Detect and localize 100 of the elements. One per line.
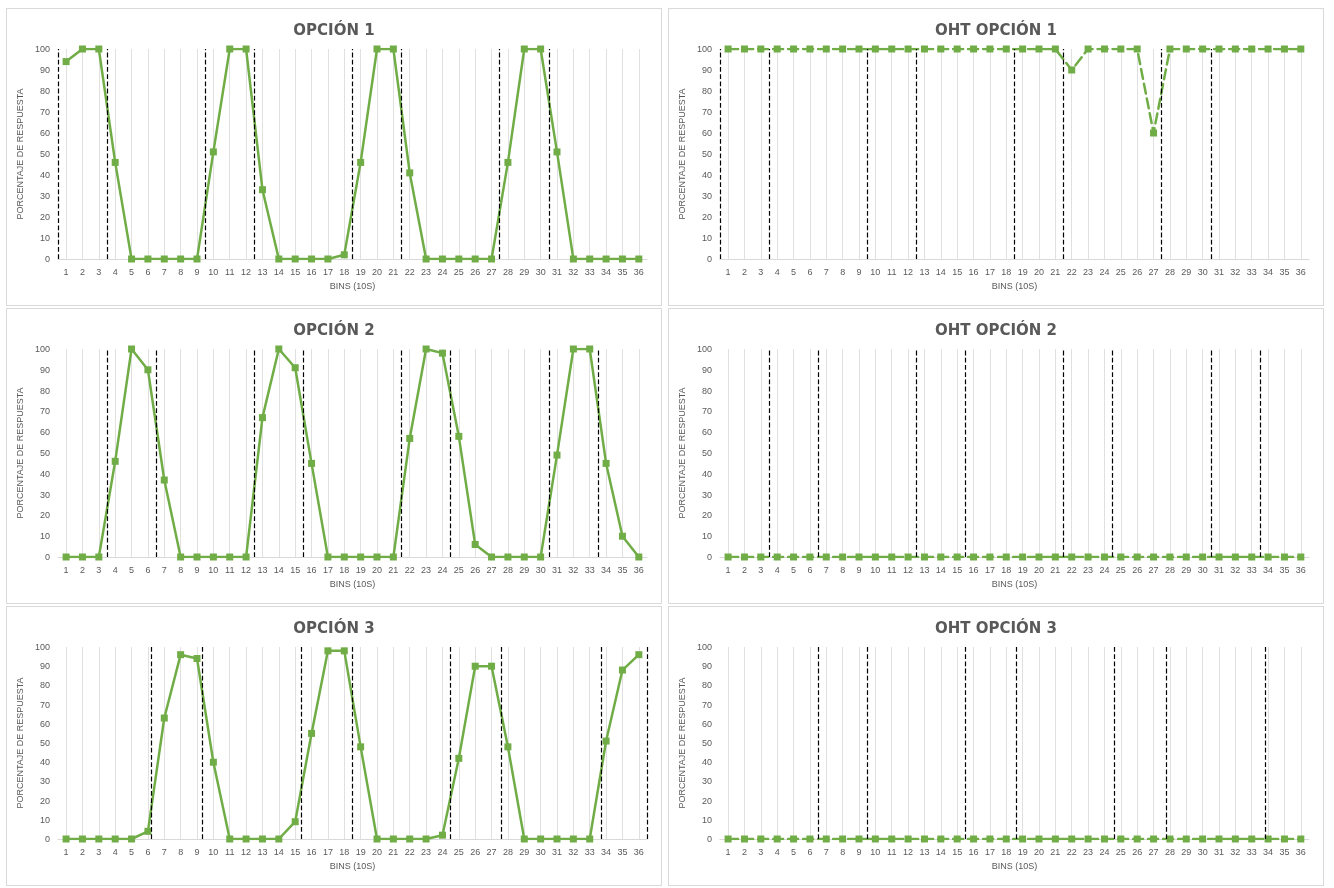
x-tick-label: 35 <box>617 266 628 277</box>
y-tick-label: 40 <box>701 468 712 479</box>
x-tick-label: 24 <box>1099 266 1110 277</box>
x-tick-label: 28 <box>502 564 513 575</box>
x-tick-label: 23 <box>1083 266 1094 277</box>
point <box>1019 45 1027 53</box>
x-tick-label: 24 <box>1099 846 1110 857</box>
point <box>144 366 152 374</box>
point <box>160 714 168 722</box>
point <box>275 345 283 353</box>
x-axis-title: BINS (10S) <box>991 578 1038 589</box>
point <box>389 553 397 561</box>
point <box>790 45 798 53</box>
point <box>520 835 528 843</box>
y-tick-label: 90 <box>39 364 50 375</box>
x-tick-label: 10 <box>208 266 219 277</box>
y-tick-label: 50 <box>701 448 712 458</box>
x-tick-label: 33 <box>584 266 595 277</box>
point <box>537 835 545 843</box>
x-tick-label: 34 <box>1263 266 1274 277</box>
point <box>635 553 643 561</box>
point <box>308 459 316 467</box>
x-tick-label: 16 <box>968 266 979 277</box>
x-tick-label: 13 <box>919 266 930 277</box>
x-tick-label: 15 <box>290 564 301 575</box>
x-tick-label: 25 <box>1115 564 1126 575</box>
point <box>504 743 512 751</box>
x-tick-label: 13 <box>919 846 930 857</box>
point <box>340 647 348 655</box>
x-tick-label: 7 <box>161 266 167 277</box>
point <box>569 255 577 263</box>
point <box>291 255 299 263</box>
y-tick-label: 50 <box>39 738 50 748</box>
x-tick-label: 4 <box>774 564 780 575</box>
y-tick-label: 20 <box>701 795 712 806</box>
x-tick-label: 1 <box>725 564 731 575</box>
x-tick-label: 36 <box>1295 846 1306 857</box>
x-tick-label: 10 <box>208 564 219 575</box>
x-tick-label: 29 <box>1181 564 1192 575</box>
x-tick-label: 17 <box>322 846 333 857</box>
x-tick-label: 3 <box>758 846 764 857</box>
point <box>1150 129 1158 137</box>
y-tick-label: 60 <box>701 427 712 438</box>
y-tick-label: 60 <box>39 427 50 438</box>
point <box>455 432 463 440</box>
x-tick-label: 27 <box>486 564 497 575</box>
x-tick-label: 24 <box>1099 564 1110 575</box>
x-tick-label: 32 <box>1230 266 1241 277</box>
x-tick-label: 18 <box>339 266 350 277</box>
point <box>78 835 86 843</box>
y-tick-label: 50 <box>39 448 50 458</box>
x-tick-label: 18 <box>1001 564 1012 575</box>
point <box>904 45 912 53</box>
x-tick-label: 2 <box>741 846 747 857</box>
x-tick-label: 30 <box>535 846 546 857</box>
x-tick-label: 18 <box>1001 846 1012 857</box>
point <box>128 255 136 263</box>
point <box>111 835 119 843</box>
x-tick-label: 15 <box>290 846 301 857</box>
x-tick-label: 9 <box>856 846 862 857</box>
y-tick-label: 80 <box>39 86 50 96</box>
y-tick-label: 80 <box>39 680 50 691</box>
x-tick-label: 35 <box>617 846 628 857</box>
point <box>438 831 446 839</box>
x-tick-label: 33 <box>584 564 595 575</box>
point <box>520 45 528 53</box>
point <box>438 349 446 357</box>
point <box>160 476 168 484</box>
x-tick-label: 29 <box>1181 846 1192 857</box>
point <box>1231 45 1239 53</box>
point <box>406 169 414 177</box>
x-axis-title: BINS (10S) <box>991 280 1038 291</box>
x-tick-label: 18 <box>339 846 350 857</box>
point <box>520 553 528 561</box>
x-tick-label: 19 <box>1017 846 1028 857</box>
point <box>128 345 136 353</box>
y-tick-label: 0 <box>44 552 50 562</box>
x-tick-label: 13 <box>919 564 930 575</box>
x-tick-label: 8 <box>178 846 184 857</box>
x-tick-label: 10 <box>870 266 881 277</box>
x-tick-label: 11 <box>225 266 235 277</box>
y-tick-label: 90 <box>701 364 712 375</box>
point <box>78 553 86 561</box>
chart-title: OPCIÓN 1 <box>293 19 375 39</box>
point <box>839 45 847 53</box>
y-tick-label: 50 <box>701 149 712 159</box>
x-tick-label: 26 <box>1132 266 1143 277</box>
x-tick-label: 21 <box>1050 564 1061 575</box>
point <box>62 835 70 843</box>
x-tick-label: 14 <box>273 564 284 575</box>
x-tick-label: 3 <box>96 266 102 277</box>
x-tick-label: 1 <box>725 266 731 277</box>
point <box>242 553 250 561</box>
x-tick-label: 28 <box>1164 266 1175 277</box>
point <box>357 743 365 751</box>
x-tick-label: 34 <box>601 564 612 575</box>
point <box>1264 45 1272 53</box>
x-tick-label: 23 <box>421 564 432 575</box>
point <box>226 835 234 843</box>
x-tick-label: 28 <box>1164 846 1175 857</box>
